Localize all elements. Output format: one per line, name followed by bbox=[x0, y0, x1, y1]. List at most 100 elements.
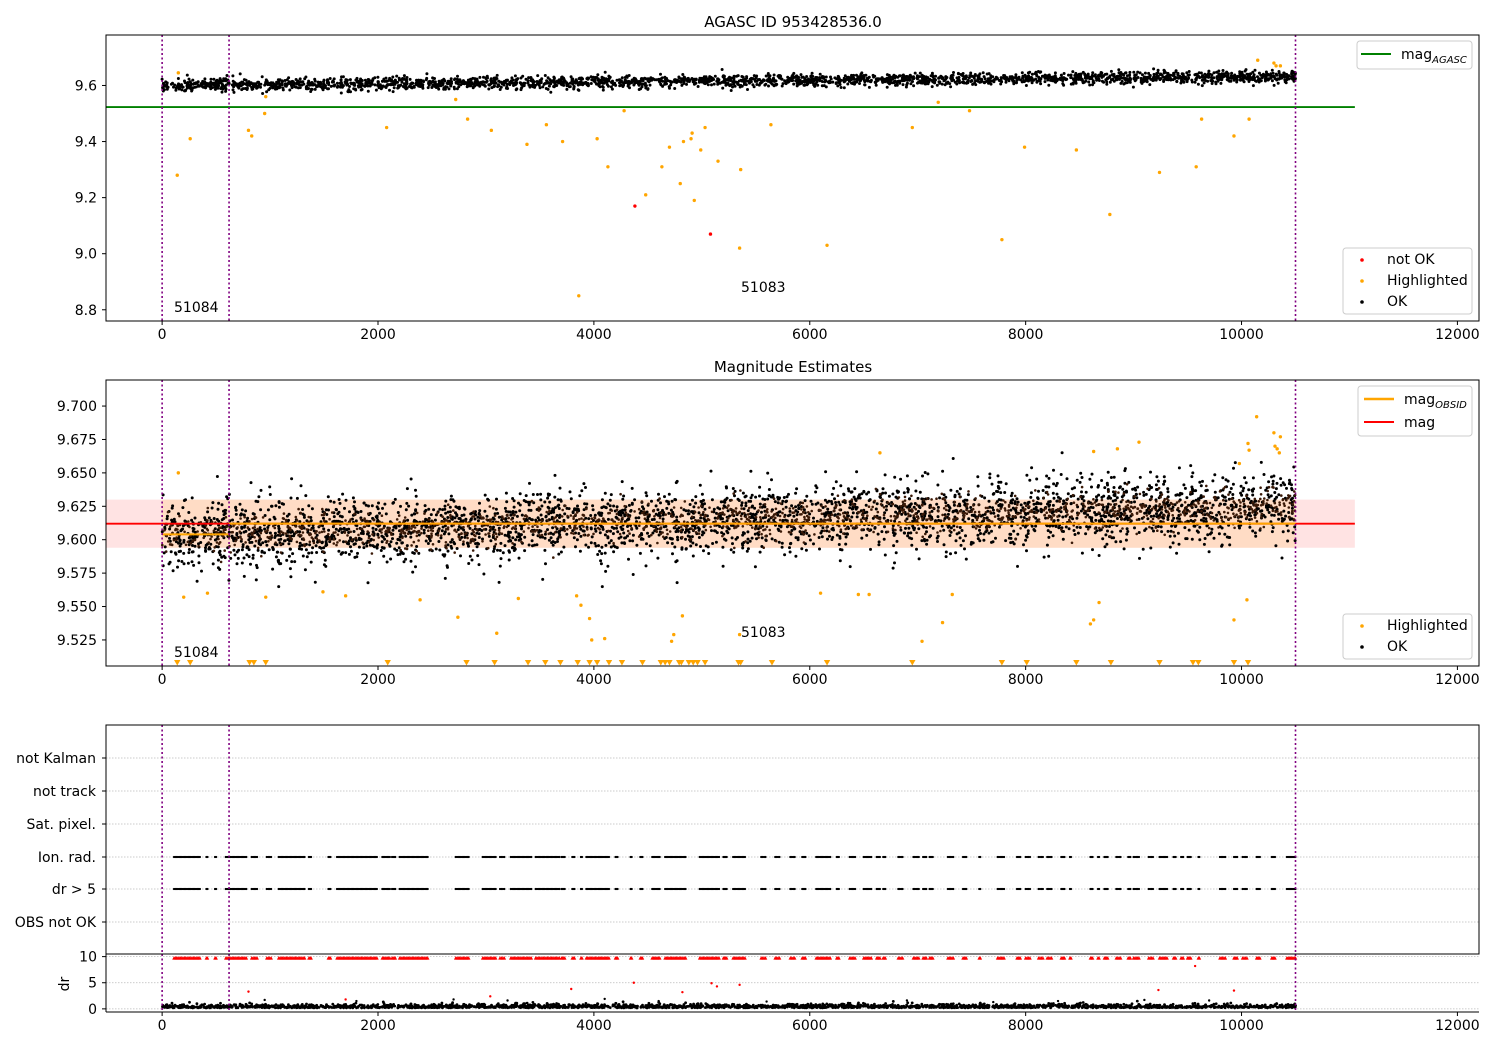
highlighted-data-point bbox=[1272, 61, 1276, 65]
ok-data-point bbox=[746, 547, 750, 551]
ok-data-point bbox=[1067, 73, 1070, 77]
ok-data-point bbox=[591, 75, 595, 79]
ok-data-point bbox=[230, 534, 234, 538]
ok-data-point bbox=[628, 539, 632, 543]
ok-data-point bbox=[322, 546, 326, 550]
ok-data-point bbox=[1201, 74, 1205, 78]
ok-data-point bbox=[1238, 75, 1242, 79]
ok-data-point bbox=[610, 87, 614, 91]
ok-data-point bbox=[251, 553, 255, 557]
ok-data-point bbox=[1159, 525, 1163, 529]
ok-data-point bbox=[411, 551, 415, 555]
ok-data-point bbox=[942, 493, 946, 497]
ok-data-point bbox=[1262, 473, 1266, 476]
ok-data-point bbox=[361, 532, 365, 536]
top-axes: 0 2000 4000 6000 8000 10000 120008.89.09.29.49… bbox=[75, 78, 1480, 343]
ok-data-point bbox=[455, 77, 459, 81]
ok-data-point bbox=[855, 515, 859, 519]
ok-data-point bbox=[926, 472, 930, 476]
ok-data-point bbox=[259, 488, 263, 492]
ok-data-point bbox=[1071, 82, 1075, 86]
ok-data-point bbox=[1008, 76, 1012, 80]
ok-data-point bbox=[836, 520, 840, 524]
ok-data-point bbox=[441, 525, 445, 529]
ok-data-point bbox=[996, 474, 1000, 478]
ok-data-point bbox=[1273, 491, 1277, 494]
ok-data-point bbox=[801, 75, 805, 79]
ok-data-point bbox=[621, 511, 625, 515]
ok-data-point bbox=[1248, 77, 1252, 81]
ok-data-point bbox=[1145, 508, 1149, 512]
ok-data-point bbox=[960, 529, 964, 532]
ok-data-point bbox=[911, 80, 914, 83]
ok-data-point bbox=[197, 561, 201, 565]
ok-data-point bbox=[287, 554, 291, 558]
ok-data-point bbox=[1252, 75, 1255, 78]
ok-data-point bbox=[493, 545, 497, 549]
ok-data-point bbox=[1221, 476, 1225, 480]
ok-data-point bbox=[877, 540, 881, 544]
ok-data-point bbox=[404, 557, 408, 561]
ok-data-point bbox=[468, 554, 472, 558]
ok-data-point bbox=[1220, 526, 1224, 530]
ok-data-point bbox=[289, 496, 293, 500]
ok-data-point bbox=[1100, 517, 1103, 521]
ok-data-point bbox=[1189, 519, 1193, 522]
ok-data-point bbox=[495, 497, 498, 501]
ok-data-point bbox=[985, 79, 989, 83]
ok-data-point bbox=[1086, 72, 1090, 76]
highlighted-data-point bbox=[525, 142, 529, 147]
ok-data-point bbox=[509, 79, 513, 83]
ok-data-point bbox=[1287, 482, 1291, 486]
highlighted-data-point bbox=[1247, 117, 1251, 121]
ok-data-point bbox=[604, 506, 608, 510]
ok-data-point bbox=[1100, 71, 1104, 75]
ok-data-point bbox=[645, 542, 648, 546]
ok-data-point bbox=[939, 519, 943, 523]
ok-data-point bbox=[1230, 508, 1234, 512]
ok-data-point bbox=[306, 81, 310, 85]
ok-data-point bbox=[596, 553, 600, 556]
ok-data-point bbox=[906, 534, 910, 538]
ok-data-point bbox=[632, 83, 636, 87]
ok-data-point bbox=[457, 505, 461, 509]
ok-data-point bbox=[1080, 490, 1083, 494]
ok-data-point bbox=[1291, 531, 1295, 535]
ok-data-point bbox=[1247, 507, 1251, 511]
ok-data-point bbox=[612, 544, 616, 548]
ok-data-point bbox=[450, 538, 454, 542]
ok-data-point bbox=[323, 558, 327, 562]
ok-data-point bbox=[184, 498, 187, 502]
ok-data-point bbox=[961, 539, 965, 543]
ok-data-point bbox=[987, 72, 991, 76]
ok-data-point bbox=[1009, 536, 1013, 540]
ok-data-point bbox=[1181, 74, 1185, 78]
ok-data-point bbox=[501, 551, 505, 555]
ok-data-point bbox=[1177, 542, 1181, 546]
highlighted-data-point bbox=[660, 165, 664, 169]
ok-data-point bbox=[606, 517, 610, 521]
ok-data-point bbox=[422, 80, 426, 84]
ok-data-point bbox=[1284, 514, 1288, 518]
ok-data-point bbox=[1154, 504, 1158, 508]
ok-data-point bbox=[891, 566, 895, 570]
ok-data-point bbox=[478, 75, 482, 79]
ok-data-point bbox=[942, 79, 946, 83]
ok-data-point bbox=[601, 85, 605, 89]
ok-data-point bbox=[380, 86, 383, 90]
ok-data-point bbox=[364, 503, 368, 507]
ok-data-point bbox=[348, 510, 351, 514]
ok-data-point bbox=[944, 495, 948, 499]
ok-data-point bbox=[740, 501, 744, 505]
ok-data-point bbox=[543, 74, 547, 77]
ok-data-point bbox=[222, 513, 226, 517]
ok-data-point bbox=[221, 87, 225, 91]
ok-data-point bbox=[902, 79, 906, 82]
ok-data-point bbox=[726, 81, 730, 85]
ok-data-point bbox=[224, 77, 228, 81]
ok-data-point bbox=[966, 493, 970, 497]
ok-data-point bbox=[966, 81, 970, 85]
ok-data-point bbox=[1170, 524, 1174, 528]
ok-data-point bbox=[839, 86, 843, 89]
ok-data-point bbox=[1126, 530, 1130, 533]
